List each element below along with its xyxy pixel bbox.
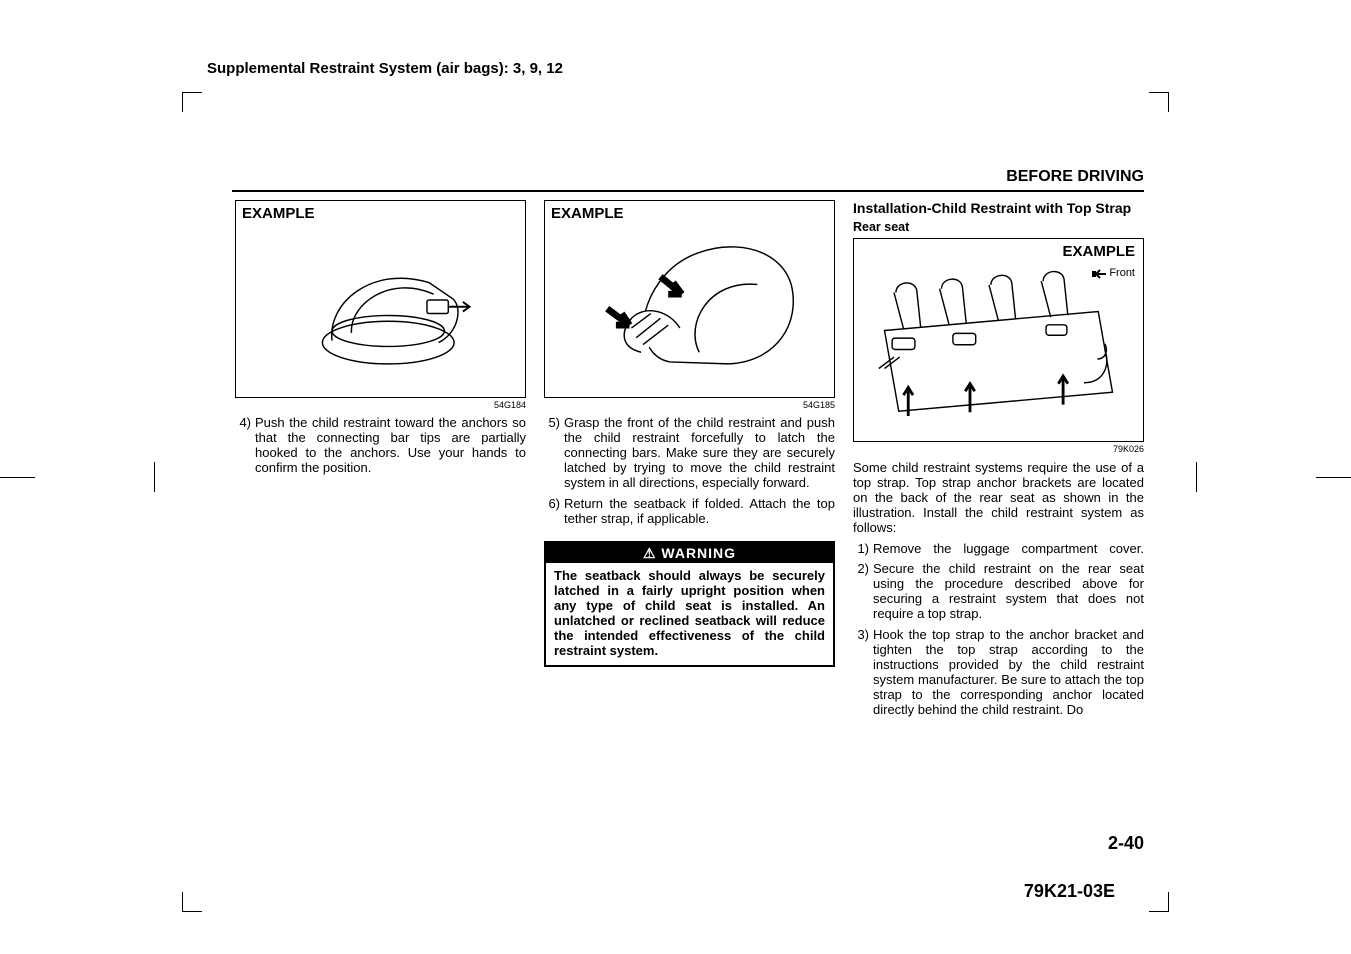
example-label: EXAMPLE bbox=[551, 205, 624, 222]
step-number: 2) bbox=[853, 562, 873, 622]
install-heading: Installation-Child Restraint with Top St… bbox=[853, 200, 1144, 216]
warning-box: ⚠ WARNING The seatback should always be … bbox=[544, 541, 835, 667]
example-label: EXAMPLE bbox=[1062, 243, 1135, 260]
figure-code: 79K026 bbox=[853, 444, 1144, 454]
step-6: 6) Return the seatback if folded. Attach… bbox=[544, 497, 835, 527]
trim-mark-far-left bbox=[0, 477, 35, 478]
child-seat-illustration-icon bbox=[242, 207, 519, 391]
figure-push-restraint: EXAMPLE bbox=[544, 200, 835, 398]
step-number: 4) bbox=[235, 416, 255, 476]
step-text: Return the seatback if folded. Attach th… bbox=[564, 497, 835, 527]
crop-mark-bottom-left bbox=[182, 892, 202, 912]
step-number: 5) bbox=[544, 416, 564, 491]
step-1: 1) Remove the luggage compartment cover. bbox=[853, 542, 1144, 557]
warning-header: ⚠ WARNING bbox=[546, 543, 833, 563]
warning-icon: ⚠ bbox=[643, 545, 657, 561]
running-header: Supplemental Restraint System (air bags)… bbox=[207, 60, 563, 77]
front-arrow-icon bbox=[1092, 269, 1106, 279]
document-code: 79K21-03E bbox=[1024, 881, 1115, 902]
step-5: 5) Grasp the front of the child restrain… bbox=[544, 416, 835, 491]
intro-paragraph: Some child restraint systems require the… bbox=[853, 461, 1144, 536]
rear-seat-subheading: Rear seat bbox=[853, 220, 1144, 234]
figure-code: 54G184 bbox=[235, 400, 526, 410]
figure-child-seat-latch: EXAMPLE bbox=[235, 200, 526, 398]
step-number: 6) bbox=[544, 497, 564, 527]
step-text: Remove the luggage compartment cover. bbox=[873, 542, 1144, 557]
push-restraint-illustration-icon bbox=[551, 207, 828, 391]
step-2: 2) Secure the child restraint on the rea… bbox=[853, 562, 1144, 622]
step-text: Push the child restraint toward the anch… bbox=[255, 416, 526, 476]
column-2: EXAMPLE 54G185 5) Grasp the front of the… bbox=[544, 200, 835, 864]
figure-code: 54G185 bbox=[544, 400, 835, 410]
step-number: 1) bbox=[853, 542, 873, 557]
step-text: Grasp the front of the child restraint a… bbox=[564, 416, 835, 491]
warning-text: The seatback should always be securely l… bbox=[546, 563, 833, 665]
crop-mark-top-right bbox=[1149, 92, 1169, 112]
figure-rear-seat-anchors: EXAMPLE Front bbox=[853, 238, 1144, 442]
trim-mark-far-right bbox=[1316, 477, 1351, 478]
warning-label: WARNING bbox=[661, 545, 736, 561]
header-rule bbox=[232, 190, 1144, 192]
crop-mark-top-left bbox=[182, 92, 202, 112]
page-number: 2-40 bbox=[1108, 833, 1144, 854]
step-text: Hook the top strap to the anchor bracket… bbox=[873, 628, 1144, 718]
step-4: 4) Push the child restraint toward the a… bbox=[235, 416, 526, 476]
step-text: Secure the child restraint on the rear s… bbox=[873, 562, 1144, 622]
example-label: EXAMPLE bbox=[242, 205, 315, 222]
content-area: EXAMPLE 54G184 4) Push the child restrai… bbox=[235, 200, 1144, 864]
trim-mark-left bbox=[154, 462, 155, 492]
section-title: BEFORE DRIVING bbox=[1006, 168, 1144, 186]
crop-mark-bottom-right bbox=[1149, 892, 1169, 912]
step-3: 3) Hook the top strap to the anchor brac… bbox=[853, 628, 1144, 718]
column-1: EXAMPLE 54G184 4) Push the child restrai… bbox=[235, 200, 526, 864]
front-label: Front bbox=[1092, 267, 1135, 280]
trim-mark-right bbox=[1196, 462, 1197, 492]
column-3: Installation-Child Restraint with Top St… bbox=[853, 200, 1144, 864]
step-number: 3) bbox=[853, 628, 873, 718]
